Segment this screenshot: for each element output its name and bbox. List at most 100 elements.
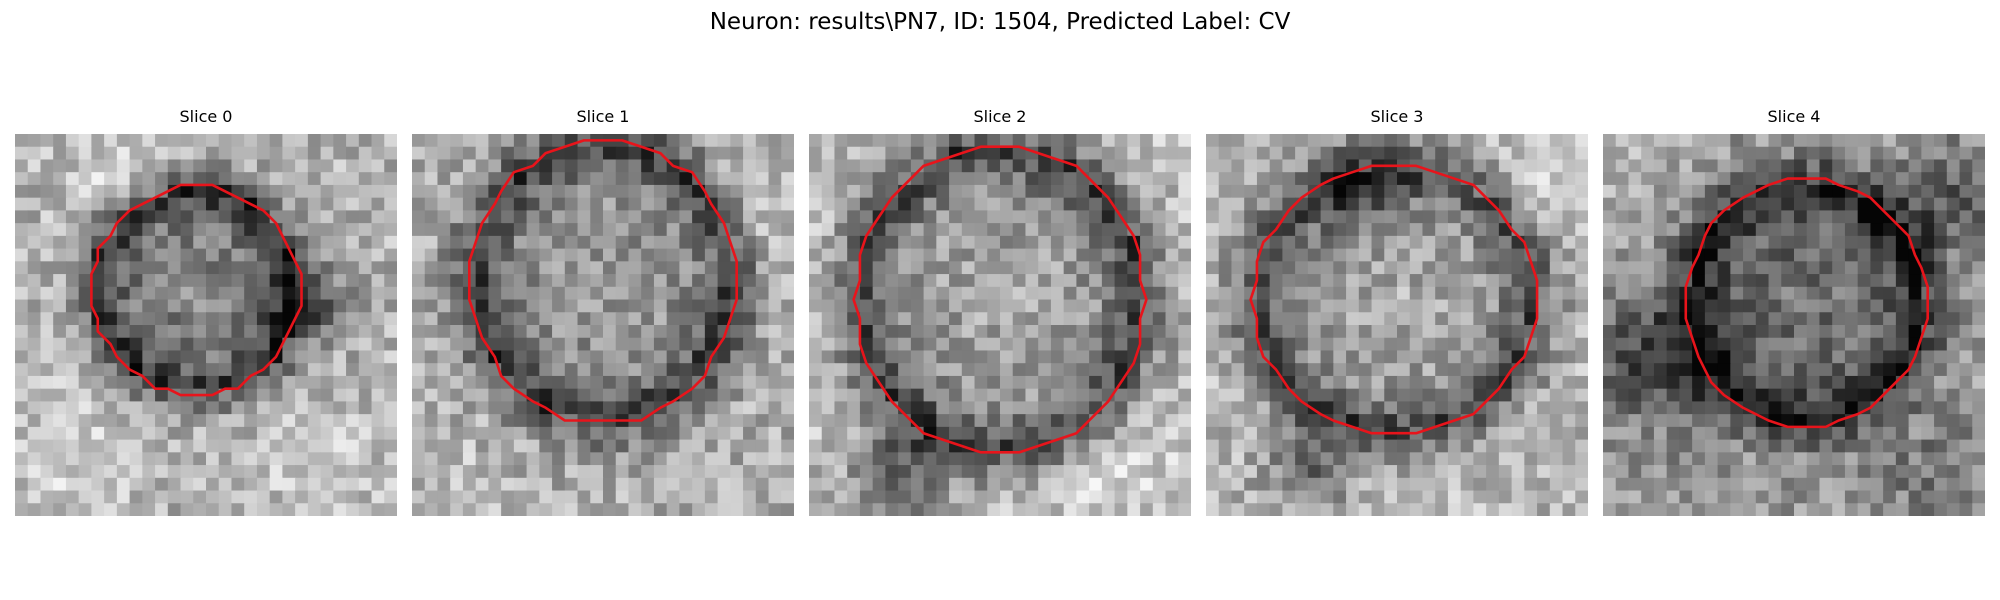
pixel	[1511, 401, 1525, 415]
pixel	[577, 235, 591, 250]
pixel	[1358, 337, 1373, 352]
pixel	[910, 363, 925, 377]
pixel	[564, 503, 579, 516]
pixel	[488, 146, 502, 161]
pixel	[320, 452, 334, 466]
pixel	[1857, 146, 1871, 161]
pixel	[1114, 426, 1128, 441]
pixel	[371, 465, 385, 479]
pixel	[564, 388, 579, 402]
pixel	[1794, 477, 1808, 492]
pixel	[513, 261, 528, 275]
pixel	[513, 235, 528, 250]
pixel	[653, 477, 668, 492]
pixel	[1666, 210, 1680, 224]
pixel	[1486, 439, 1500, 453]
pixel	[743, 159, 757, 173]
pixel	[1333, 286, 1347, 301]
pixel	[1653, 350, 1668, 364]
pixel	[1857, 350, 1871, 364]
pixel	[1025, 235, 1039, 250]
pixel	[333, 439, 347, 453]
pixel	[1140, 325, 1154, 339]
pixel	[193, 465, 207, 479]
pixel	[859, 159, 874, 173]
pixel	[1346, 503, 1360, 516]
pixel	[412, 426, 426, 441]
pixel	[974, 452, 988, 466]
pixel	[1679, 184, 1693, 199]
pixel	[346, 184, 360, 199]
pixel	[1140, 350, 1154, 364]
pixel	[1806, 325, 1821, 339]
pixel	[1269, 401, 1283, 415]
pixel	[1908, 465, 1922, 479]
pixel	[1089, 286, 1103, 301]
pixel	[167, 426, 182, 441]
pixel	[371, 477, 385, 492]
pixel	[1206, 286, 1220, 301]
pixel	[1743, 274, 1757, 288]
pixel	[1460, 223, 1474, 237]
pixel	[358, 350, 373, 364]
pixel	[1127, 274, 1141, 288]
pixel	[1486, 223, 1500, 237]
pixel	[1269, 414, 1283, 428]
pixel	[834, 375, 848, 390]
pixel	[1946, 363, 1961, 377]
pixel	[1857, 261, 1871, 275]
pixel	[1089, 490, 1103, 504]
pixel	[218, 197, 233, 211]
pixel	[564, 477, 579, 492]
pixel	[358, 452, 373, 466]
pixel	[1959, 312, 1973, 326]
pixel	[1498, 465, 1513, 479]
pixel	[1371, 477, 1385, 492]
pixel	[704, 452, 719, 466]
pixel	[412, 363, 426, 377]
pixel	[743, 452, 757, 466]
pixel	[1704, 197, 1719, 211]
pixel	[15, 401, 29, 415]
pixel	[1447, 274, 1462, 288]
pixel	[1794, 375, 1808, 390]
pixel	[1498, 439, 1513, 453]
pixel	[1397, 286, 1411, 301]
pixel	[1295, 363, 1309, 377]
pixel	[1653, 210, 1668, 224]
pixel	[1025, 375, 1039, 390]
pixel	[371, 235, 385, 250]
pixel	[872, 325, 886, 339]
pixel	[1473, 223, 1487, 237]
pixel	[371, 363, 385, 377]
pixel	[1615, 312, 1630, 326]
pixel	[704, 223, 719, 237]
pixel	[539, 337, 553, 352]
pixel	[768, 452, 782, 466]
pixel	[1679, 465, 1693, 479]
pixel	[1025, 452, 1039, 466]
pixel	[847, 325, 861, 339]
pixel	[129, 261, 143, 275]
pixel	[704, 146, 719, 161]
pixel	[1704, 146, 1719, 161]
pixel	[371, 325, 385, 339]
pixel	[1152, 401, 1167, 415]
pixel	[40, 426, 54, 441]
pixel	[1409, 337, 1424, 352]
pixel	[679, 172, 693, 186]
pixel	[450, 325, 464, 339]
pixel	[564, 261, 579, 275]
pixel	[1012, 490, 1027, 504]
pixel	[1050, 452, 1065, 466]
pixel	[1473, 159, 1487, 173]
pixel	[1231, 159, 1245, 173]
pixel	[295, 388, 309, 402]
pixel	[358, 299, 373, 313]
pixel	[704, 337, 719, 352]
pixel	[231, 439, 245, 453]
pixel	[936, 299, 950, 313]
pixel	[437, 159, 451, 173]
pixel	[1152, 363, 1167, 377]
pixel	[1320, 223, 1334, 237]
